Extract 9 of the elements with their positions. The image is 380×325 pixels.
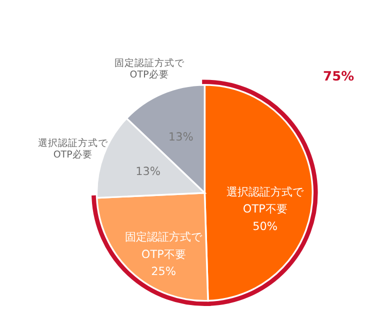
- text: 75%: [323, 70, 354, 85]
- data-label: 13%: [136, 165, 161, 178]
- data-label: 25%: [151, 265, 176, 278]
- slice-label: 固定認証方式で OTP不要: [125, 230, 204, 261]
- slice-label: 選択認証方式で OTP不要: [226, 185, 305, 216]
- data-label: 50%: [252, 220, 278, 233]
- data-label: 13%: [168, 130, 194, 144]
- slice-label: 選択認証方式で OTP必要: [38, 137, 109, 160]
- slice-label: 固定認証方式で OTP必要: [114, 57, 186, 80]
